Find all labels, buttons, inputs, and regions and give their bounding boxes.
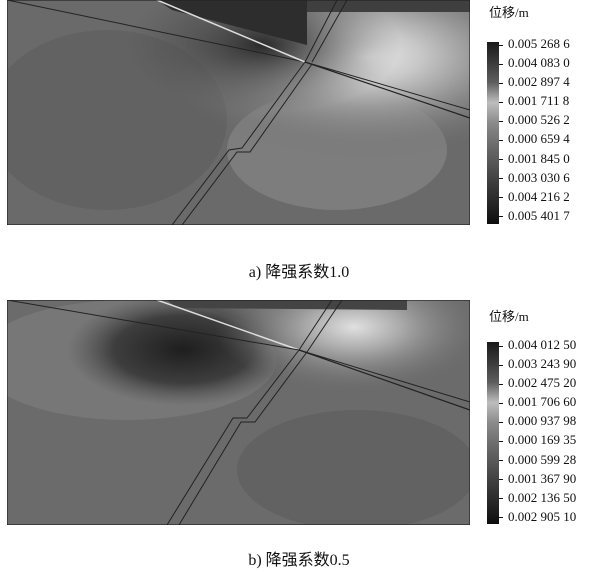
tick-label: 0.003 030 6	[504, 168, 570, 187]
colorbar-ticks: 0.004 012 50 0.003 243 90 0.002 475 20 0…	[504, 335, 576, 526]
tick-label: 0.002 136 50	[504, 488, 576, 507]
tick-label: 0.000 937 98	[504, 411, 576, 430]
panel-b: 位移/m 0.004 012 50 0.003 243 90 0.002 475…	[0, 290, 598, 540]
tick-label: 0.004 012 50	[504, 335, 576, 354]
contour-plot-b	[7, 300, 470, 525]
caption-b: b) 降强系数0.5	[248, 552, 350, 569]
colorbar	[487, 342, 499, 524]
caption-a: a) 降强系数1.0	[248, 264, 350, 281]
tick-label: 0.001 706 60	[504, 392, 576, 411]
colorbar-ticks: 0.005 268 6 0.004 083 0 0.002 897 4 0.00…	[504, 34, 570, 225]
tick-label: 0.000 599 28	[504, 450, 576, 469]
legend-title: 位移/m	[489, 5, 529, 20]
panel-a: 位移/m 0.005 268 6 0.004 083 0 0.002 897 4…	[0, 0, 598, 250]
tick-label: 0.000 169 35	[504, 430, 576, 449]
tick-label: 0.002 897 4	[504, 72, 570, 91]
tick-label: 0.000 526 2	[504, 110, 570, 129]
tick-label: 0.001 845 0	[504, 149, 570, 168]
tick-label: 0.005 401 7	[504, 206, 570, 225]
tick-label: 0.003 243 90	[504, 354, 576, 373]
tick-label: 0.005 268 6	[504, 34, 570, 53]
contour-plot-a	[7, 0, 470, 225]
tick-label: 0.004 083 0	[504, 53, 570, 72]
tick-label: 0.002 475 20	[504, 373, 576, 392]
colorbar	[487, 42, 499, 224]
tick-label: 0.001 367 90	[504, 469, 576, 488]
legend-title: 位移/m	[489, 309, 529, 324]
tick-label: 0.002 905 10	[504, 507, 576, 526]
tick-label: 0.000 659 4	[504, 129, 570, 148]
tick-label: 0.001 711 8	[504, 91, 570, 110]
tick-label: 0.004 216 2	[504, 187, 570, 206]
